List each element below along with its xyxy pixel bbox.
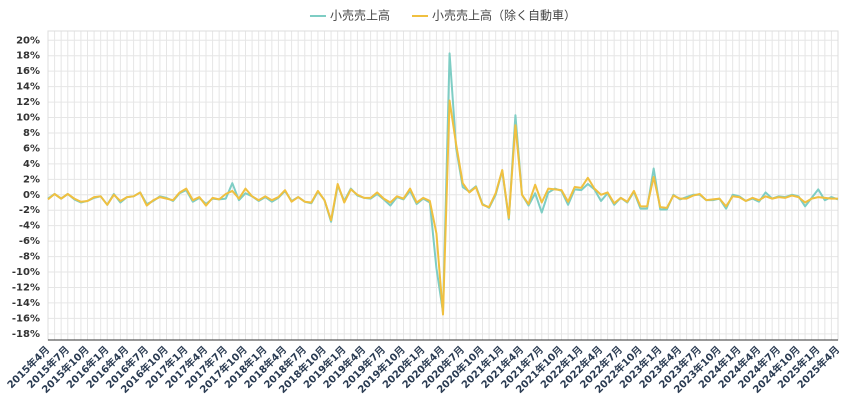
y-tick-label: 18% [16,51,40,62]
y-tick-label: -4% [19,221,40,232]
legend-label: 小売売上高 [330,8,390,23]
y-tick-label: 20% [16,35,40,46]
y-tick-label: 10% [16,113,40,124]
y-tick-label: 4% [23,159,40,170]
y-tick-label: -12% [12,282,40,293]
y-tick-label: -2% [19,205,40,216]
y-tick-label: -8% [19,252,40,263]
series-line [47,99,838,316]
y-tick-label: 8% [23,128,40,139]
y-tick-label: 16% [16,66,40,77]
y-tick-label: 12% [16,97,40,108]
y-tick-label: 6% [23,143,40,154]
y-tick-label: -6% [19,236,40,247]
y-tick-label: -14% [12,298,40,309]
y-tick-label: 0% [23,190,40,201]
y-tick-label: 2% [23,174,40,185]
y-tick-label: -18% [12,329,40,340]
y-tick-label: -16% [12,313,40,324]
y-tick-label: -10% [12,267,40,278]
legend-label: 小売売上高（除く自動車） [432,8,576,23]
legend: 小売売上高 小売売上高（除く自動車） [309,8,576,23]
y-tick-label: 14% [16,82,40,93]
